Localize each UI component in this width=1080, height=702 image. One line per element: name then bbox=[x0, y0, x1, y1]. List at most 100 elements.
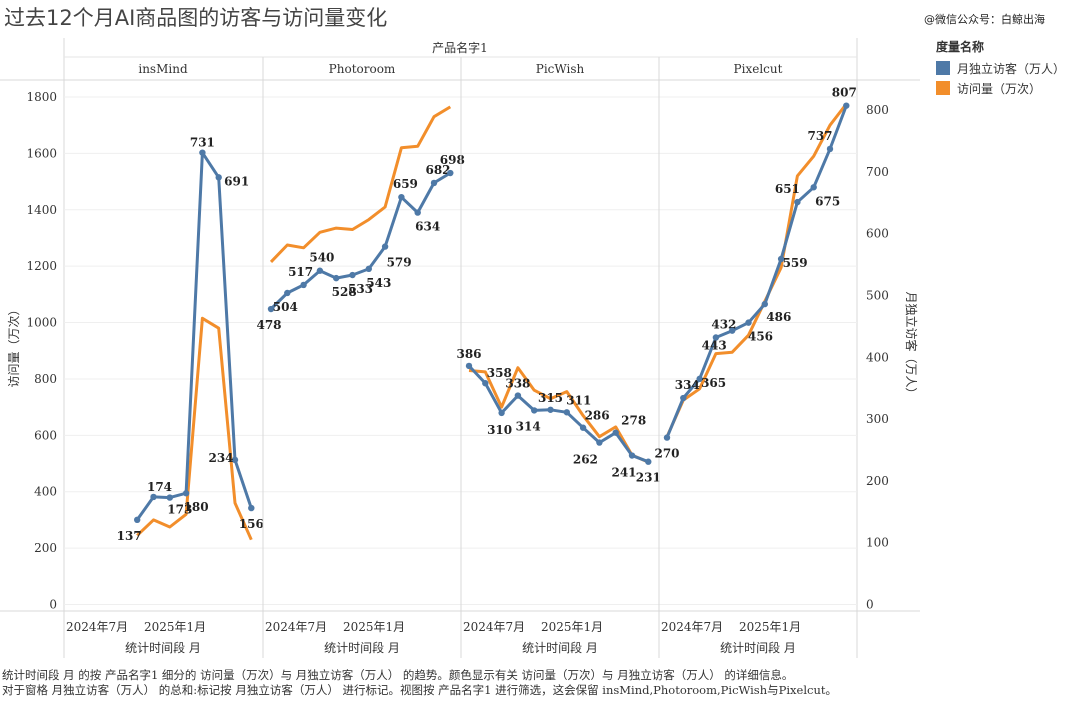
data-point-visitors-pixelcut bbox=[680, 394, 687, 402]
data-label-visitors-pixelcut: 365 bbox=[701, 376, 726, 390]
data-point-visitors-pixelcut bbox=[777, 255, 785, 263]
data-label-visitors-photoroom: 533 bbox=[348, 282, 373, 296]
data-point-visitors-pixelcut bbox=[712, 334, 720, 341]
x-tick-label: 2025年1月 bbox=[739, 620, 801, 634]
data-point-visitors-picwish bbox=[612, 429, 619, 436]
data-point-visitors-picwish bbox=[465, 362, 473, 370]
right-axis-tick-label: 400 bbox=[866, 350, 889, 364]
data-point-visitors-picwish bbox=[579, 424, 587, 431]
data-point-visitors-photoroom bbox=[430, 179, 438, 187]
right-axis-tick-label: 0 bbox=[866, 598, 874, 612]
data-label-visitors-picwish: 315 bbox=[538, 391, 563, 405]
data-point-visitors-insmind bbox=[150, 493, 157, 501]
right-axis-tick-label: 800 bbox=[866, 103, 889, 117]
data-point-visitors-pixelcut bbox=[696, 375, 703, 383]
series-line-visitors-picwish bbox=[467, 364, 649, 464]
data-label-visitors-pixelcut: 737 bbox=[807, 129, 832, 143]
left-axis-tick-label: 1800 bbox=[26, 90, 57, 104]
data-label-visitors-insmind: 137 bbox=[117, 529, 142, 543]
data-point-visitors-pixelcut bbox=[663, 434, 671, 441]
data-point-visitors-photoroom bbox=[333, 274, 340, 282]
right-axis-tick-label: 500 bbox=[866, 288, 889, 302]
data-point-visitors-pixelcut bbox=[843, 102, 850, 109]
data-label-visitors-picwish: 231 bbox=[636, 471, 661, 485]
series-line-visitors-insmind bbox=[135, 151, 253, 521]
legend-item-visits[interactable]: 访问量（万次） bbox=[936, 78, 1065, 98]
data-label-visitors-pixelcut: 270 bbox=[654, 447, 679, 461]
right-axis-tick-label: 600 bbox=[866, 227, 889, 241]
facet-header-title: 产品名字1 bbox=[432, 40, 488, 55]
data-label-visitors-pixelcut: 432 bbox=[711, 317, 736, 331]
left-axis-tick-label: 800 bbox=[34, 372, 57, 386]
chart-footer: 统计时间段 月 的按 产品名字1 细分的 访问量（万次）与 月独立访客（万人） … bbox=[2, 668, 1078, 698]
series-line-visits-insmind bbox=[136, 316, 253, 541]
data-label-visitors-picwish: 386 bbox=[456, 347, 481, 361]
data-point-visitors-insmind bbox=[182, 490, 190, 497]
data-point-visitors-pixelcut bbox=[794, 198, 801, 206]
data-label-visitors-photoroom: 543 bbox=[366, 276, 391, 290]
data-label-visitors-photoroom: 659 bbox=[393, 177, 418, 191]
facet-label-pixelcut: Pixelcut bbox=[734, 62, 783, 76]
data-point-visitors-photoroom bbox=[414, 209, 421, 216]
data-point-visitors-photoroom bbox=[381, 243, 389, 250]
legend-swatch-visits bbox=[936, 81, 950, 95]
series-line-visitors-pixelcut bbox=[665, 105, 848, 439]
data-point-visitors-picwish bbox=[531, 407, 538, 414]
legend: 度量名称 月独立访客（万人） 访问量（万次） bbox=[936, 38, 1065, 98]
data-point-visitors-picwish bbox=[645, 458, 652, 465]
left-axis-tick-label: 1600 bbox=[26, 146, 57, 160]
left-axis-tick-label: 400 bbox=[34, 485, 57, 499]
right-axis-tick-label: 300 bbox=[866, 412, 889, 426]
data-label-visitors-pixelcut: 443 bbox=[702, 339, 727, 353]
data-label-visitors-picwish: 241 bbox=[611, 466, 636, 480]
data-point-visitors-photoroom bbox=[284, 289, 291, 297]
x-tick-label: 2025年1月 bbox=[144, 620, 206, 634]
left-axis-tick-label: 200 bbox=[34, 541, 57, 555]
chart-title: 过去12个月AI商品图的访客与访问量变化 bbox=[4, 6, 388, 30]
data-label-visitors-photoroom: 698 bbox=[440, 153, 465, 167]
legend-swatch-visitors bbox=[936, 61, 950, 75]
x-tick-label: 2025年1月 bbox=[343, 620, 405, 634]
legend-label-visitors: 月独立访客（万人） bbox=[957, 61, 1066, 76]
data-point-visitors-picwish bbox=[482, 380, 489, 387]
data-label-visitors-pixelcut: 486 bbox=[766, 310, 791, 324]
data-point-visitors-picwish bbox=[563, 409, 570, 416]
data-label-visitors-insmind: 156 bbox=[239, 517, 264, 531]
data-point-visitors-insmind bbox=[134, 516, 141, 524]
left-axis-tick-label: 0 bbox=[49, 598, 57, 612]
data-point-visitors-photoroom bbox=[447, 169, 454, 177]
data-label-visitors-insmind: 174 bbox=[147, 480, 172, 494]
data-label-visitors-photoroom: 579 bbox=[387, 256, 412, 270]
right-axis-title: 月独立访客（万人） bbox=[904, 291, 919, 399]
data-point-visitors-insmind bbox=[199, 149, 206, 156]
x-tick-label: 2024年7月 bbox=[265, 620, 327, 634]
facet-label-insmind: insMind bbox=[138, 62, 188, 76]
data-label-visitors-pixelcut: 334 bbox=[675, 378, 700, 392]
data-label-visitors-insmind: 234 bbox=[208, 451, 233, 465]
data-label-visitors-picwish: 286 bbox=[585, 409, 610, 423]
data-point-visitors-photoroom bbox=[398, 193, 405, 201]
data-point-visitors-photoroom bbox=[267, 305, 275, 313]
legend-item-visitors[interactable]: 月独立访客（万人） bbox=[936, 58, 1065, 78]
right-axis-tick-label: 200 bbox=[866, 474, 889, 488]
data-label-visitors-picwish: 338 bbox=[505, 377, 530, 391]
x-tick-label: 2024年7月 bbox=[66, 620, 128, 634]
data-point-visitors-insmind bbox=[166, 494, 173, 501]
data-label-visitors-insmind: 173 bbox=[167, 503, 192, 517]
left-axis-tick-label: 1200 bbox=[26, 259, 57, 273]
data-point-visitors-picwish bbox=[514, 392, 522, 399]
x-axis-title: 统计时间段 月 bbox=[324, 640, 400, 655]
data-label-visitors-pixelcut: 675 bbox=[815, 194, 840, 208]
data-label-visitors-picwish: 278 bbox=[621, 414, 646, 428]
right-axis-tick-label: 100 bbox=[866, 536, 889, 550]
data-point-visitors-photoroom bbox=[316, 267, 324, 274]
data-label-visitors-pixelcut: 651 bbox=[775, 182, 800, 196]
x-tick-label: 2025年1月 bbox=[541, 620, 603, 634]
data-label-visitors-photoroom: 540 bbox=[309, 251, 334, 265]
data-point-visitors-insmind bbox=[231, 456, 239, 464]
data-point-visitors-insmind bbox=[248, 504, 255, 512]
data-point-visitors-picwish bbox=[547, 406, 554, 413]
data-point-visitors-picwish bbox=[498, 409, 505, 417]
footer-line-2: 对于窗格 月独立访客（万人） 的总和:标记按 月独立访客（万人） 进行标记。视图… bbox=[2, 683, 837, 697]
facet-label-photoroom: Photoroom bbox=[329, 62, 396, 76]
